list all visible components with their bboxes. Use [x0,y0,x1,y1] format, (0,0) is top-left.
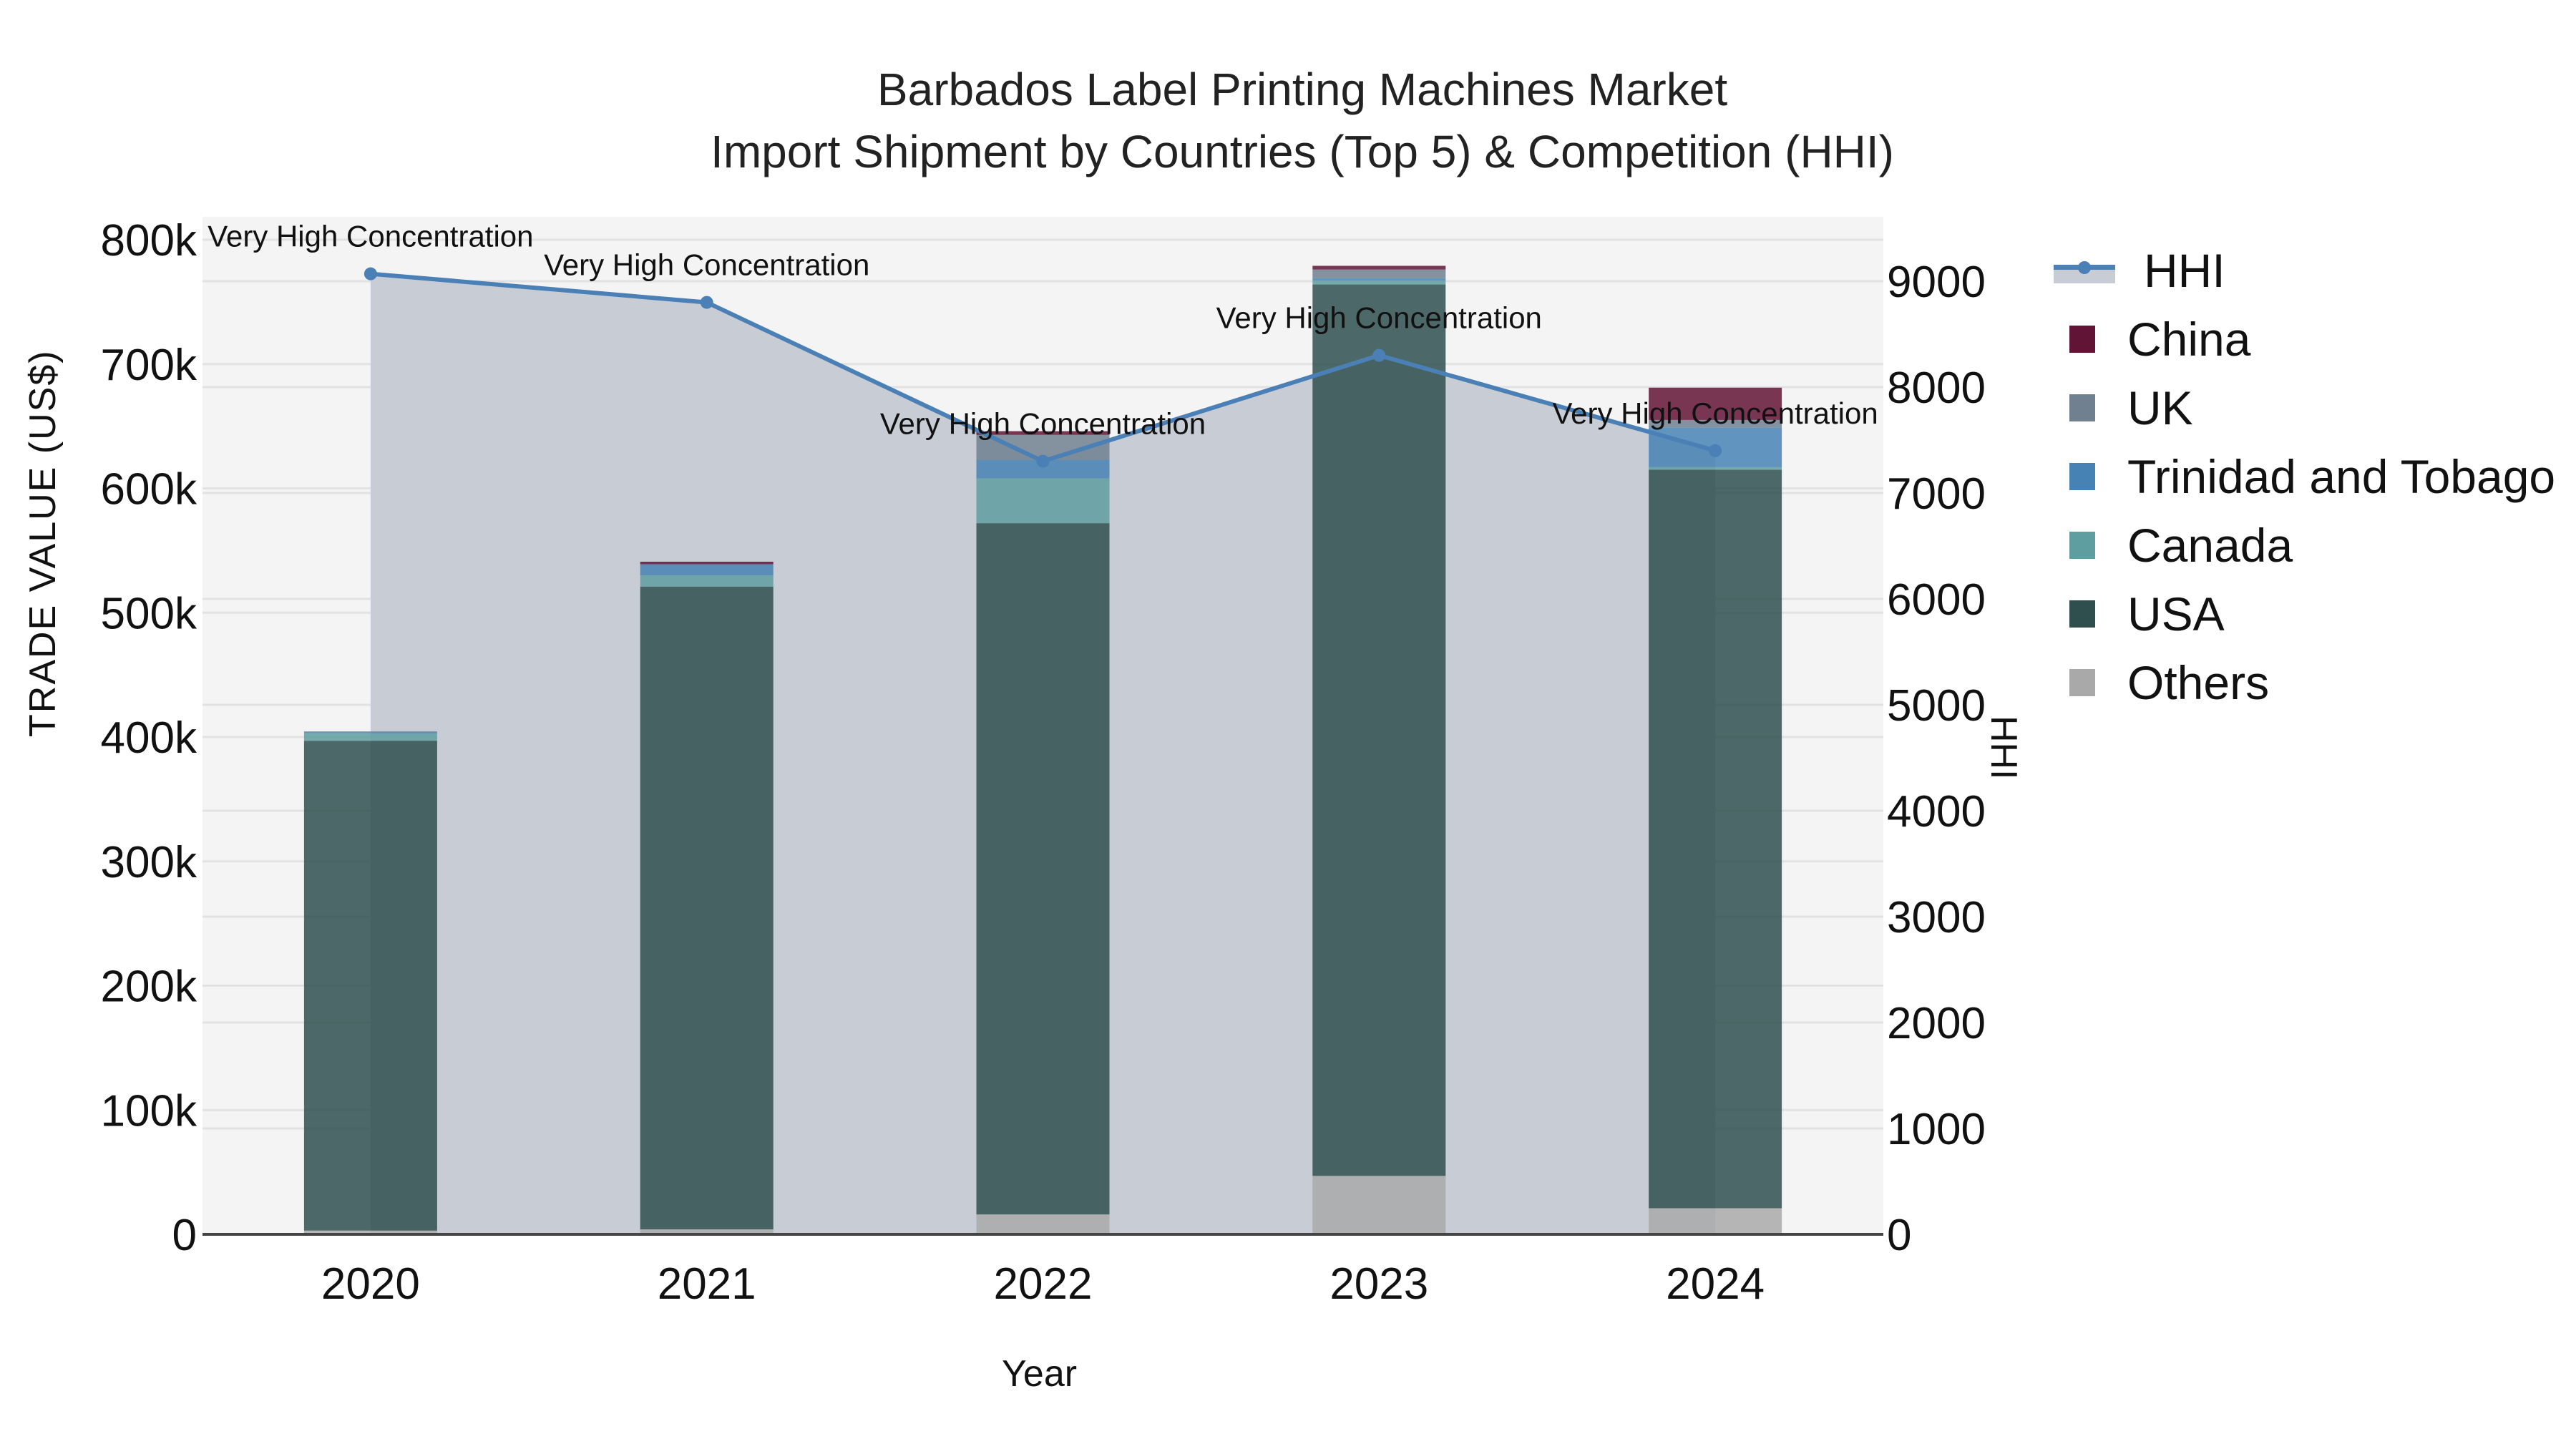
hhi-marker[interactable] [1372,348,1386,362]
bar-segment-china[interactable] [1312,265,1446,270]
hhi-marker[interactable] [1036,454,1050,468]
y-tick-label: 700k [101,341,197,390]
y2-tick-label: 2000 [1887,999,1986,1048]
bar-segment-china[interactable] [640,562,774,565]
bar-segment-trinidad-and-tobago[interactable] [1312,278,1446,281]
chart-subtitle: Import Shipment by Countries (Top 5) & C… [711,126,1894,177]
hhi-marker[interactable] [1709,444,1722,457]
y2-tick-label: 1000 [1887,1105,1986,1154]
color-swatch-icon [2069,326,2095,353]
x-tick-label: 2021 [658,1259,756,1309]
bar-segment-usa[interactable] [976,523,1110,1215]
bar-segment-canada[interactable] [303,733,437,741]
bar-segment-usa[interactable] [303,741,437,1231]
bar-segment-china[interactable] [976,431,1110,435]
bar-stack-2022[interactable] [976,431,1110,1234]
bar-segment-china[interactable] [1649,387,1782,420]
bar-segment-others[interactable] [976,1214,1110,1234]
y2-tick-label: 9000 [1887,258,1986,307]
legend-item-hhi[interactable]: HHI [2054,236,2555,305]
legend: HHI China UK Trinidad and Tobago Canada … [2054,236,2555,717]
legend-item-china[interactable]: China [2054,305,2555,374]
y2-tick-label: 5000 [1887,681,1986,731]
y-tick-label: 500k [101,589,197,638]
chart-title: Barbados Label Printing Machines Market [877,64,1728,115]
y2-tick-label: 3000 [1887,893,1986,942]
legend-item-trinidad[interactable]: Trinidad and Tobago [2054,442,2555,511]
y2-tick-label: 0 [1887,1211,1911,1260]
bar-segment-canada[interactable] [1312,280,1446,285]
hhi-annotation: Very High Concentration [1552,396,1878,430]
hhi-annotation: Very High Concentration [544,248,869,282]
x-tick-label: 2024 [1666,1259,1765,1309]
legend-item-others[interactable]: Others [2054,648,2555,717]
legend-item-canada[interactable]: Canada [2054,511,2555,580]
color-swatch-icon [2069,600,2095,628]
hhi-marker[interactable] [700,296,713,309]
x-tick-label: 2022 [994,1259,1093,1309]
y2-axis-title: HHI [1983,716,2024,780]
bar-segment-trinidad-and-tobago[interactable] [640,564,774,576]
y-tick-label: 400k [101,713,197,763]
line-marker-icon [2054,258,2115,283]
hhi-marker[interactable] [364,267,377,280]
bar-segment-uk[interactable] [1312,269,1446,278]
y-tick-label: 100k [101,1086,197,1136]
color-swatch-icon [2069,394,2095,421]
x-tick-label: 2023 [1330,1259,1428,1309]
bar-segment-canada[interactable] [1649,467,1782,470]
hhi-annotation: Very High Concentration [208,220,533,253]
bar-segment-canada[interactable] [640,575,774,587]
y-tick-label: 200k [101,962,197,1012]
x-axis-title: Year [1002,1353,1078,1395]
bar-segment-others[interactable] [1312,1176,1446,1234]
bar-stack-2023[interactable] [1312,265,1446,1234]
y-tick-label: 300k [101,838,197,887]
hhi-annotation: Very High Concentration [1216,301,1542,335]
color-swatch-icon [2069,463,2095,490]
color-swatch-icon [2069,532,2095,559]
y-tick-label: 800k [101,216,197,265]
bar-stack-2024[interactable] [1649,387,1782,1234]
y-tick-label: 0 [172,1211,197,1260]
x-tick-label: 2020 [321,1259,420,1309]
y-axis-title: TRADE VALUE (US$) [22,349,64,737]
bar-segment-canada[interactable] [976,478,1110,524]
bar-segment-uk[interactable] [303,731,437,733]
bar-stack-2020[interactable] [303,731,437,1234]
bar-stack-2021[interactable] [640,562,774,1234]
bar-segment-usa[interactable] [640,586,774,1230]
color-swatch-icon [2069,669,2095,696]
hhi-annotation: Very High Concentration [880,407,1206,441]
bar-segment-others[interactable] [303,1230,437,1234]
y2-tick-label: 4000 [1887,787,1986,836]
bar-segment-usa[interactable] [1649,469,1782,1209]
bar-segment-others[interactable] [1649,1208,1782,1234]
legend-item-usa[interactable]: USA [2054,580,2555,648]
y2-tick-label: 8000 [1887,364,1986,413]
bar-segment-others[interactable] [640,1229,774,1234]
bar-segment-trinidad-and-tobago[interactable] [303,732,437,733]
legend-item-uk[interactable]: UK [2054,374,2555,442]
y2-tick-label: 6000 [1887,575,1986,625]
y-tick-label: 600k [101,465,197,514]
y2-tick-label: 7000 [1887,469,1986,519]
bar-segment-uk[interactable] [1649,419,1782,428]
bar-segment-usa[interactable] [1312,284,1446,1176]
